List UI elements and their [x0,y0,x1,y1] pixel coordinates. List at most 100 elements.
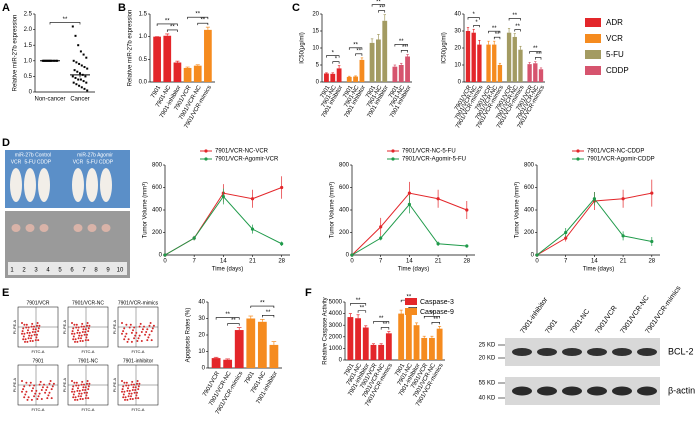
bar [336,68,342,82]
legend-label: 7901/VCR-Agomir-VCR [215,157,279,163]
bar [398,313,405,360]
bar [234,330,244,368]
flow-event [33,325,35,328]
sig-bracket [400,50,408,53]
flow-event [122,393,125,396]
ruler-number: 4 [46,268,50,274]
sig-label: ** [433,317,438,323]
flow-event [148,333,151,336]
bar [163,35,172,82]
flow-event [22,335,25,338]
bar [269,344,279,368]
flow-event [84,386,87,389]
sig-bracket [332,61,340,64]
marker [221,194,225,199]
bar [492,44,497,82]
flow-event [36,333,38,336]
flow-event [135,331,138,334]
y-tick-label: 0.5 [24,74,33,80]
y-tick-label: 1.0 [139,34,148,40]
ruler-number: 10 [117,268,124,274]
flow-event [28,334,31,337]
ruler-number: 7 [82,268,86,274]
y-axis-label: Relative miR-27b expression [13,15,19,92]
flow-event [24,338,27,341]
flow-event [30,389,33,392]
flow-event [133,391,136,394]
flow-event [79,398,82,400]
panel-label: A [2,2,10,14]
flow-x-axis: FITC-A [32,407,45,412]
bar [382,20,388,82]
bar [378,344,385,360]
tumor [25,224,35,232]
y-tick-label: 2000 [329,334,343,340]
band [512,348,532,356]
flow-event [40,389,43,391]
marker-label: 20 KD [479,356,496,362]
x-tick-label: 28 [463,259,470,265]
flow-event [82,328,85,331]
bar [538,69,544,82]
sig-label: ** [360,305,365,311]
flow-event [46,386,49,389]
flow-x-axis: FITC-A [132,349,145,354]
marker [192,236,196,240]
flow-event [77,395,80,398]
flow-event [145,331,148,333]
flow-event [74,396,77,399]
flow-event [150,339,153,342]
flow-event [85,394,88,397]
flow-event [72,396,75,399]
legend-swatch [585,18,601,27]
y-axis-label: Apoptosis Rates (%) [186,308,192,363]
flow-event [33,395,36,398]
flow-event [87,385,90,388]
bar [183,67,192,82]
point [77,44,80,47]
panel-label: E [2,287,9,299]
point [75,61,78,64]
flow-event [132,386,135,389]
flow-event [81,380,84,383]
sig-label: ** [430,311,435,317]
y-tick-label: 1.5 [24,43,33,49]
legend-label: 7901/VCR-Agomir-5-FU [402,157,466,163]
flow-event [29,381,32,384]
flow-event [84,339,87,342]
flow-event [80,392,83,395]
flow-event [82,386,85,389]
bar [355,318,361,360]
tumor [101,224,111,232]
flow-event [80,395,82,398]
panel-label: F [305,287,312,299]
sig-label: ** [63,17,68,23]
bar [359,59,365,82]
flow-title: 7901/VCR [26,300,49,306]
sig-label: ** [533,46,538,52]
protein-label: β-actin [668,385,695,395]
x-tick-label: 14 [220,259,227,265]
flow-event [86,380,89,382]
sig-label: ** [170,25,175,31]
flow-event [77,326,80,329]
flow-event [88,324,91,327]
flow-event [39,380,42,383]
legend-label: Caspase-9 [420,309,454,316]
point [82,53,85,56]
flow-event [30,337,32,340]
bar [324,73,329,82]
x-tick-label: Cancer [70,97,89,103]
sig-bracket [197,22,209,26]
x-axis-label: Time (days) [583,267,614,273]
bar [506,32,512,82]
flow-event [35,389,38,392]
flow-event [75,323,78,326]
mouse [100,168,112,202]
bar [533,63,538,82]
band [537,348,557,356]
sig-label: ** [402,45,407,51]
y-tick-label: 2.5 [24,12,33,18]
flow-event [121,322,123,324]
sig-bracket [508,18,521,21]
